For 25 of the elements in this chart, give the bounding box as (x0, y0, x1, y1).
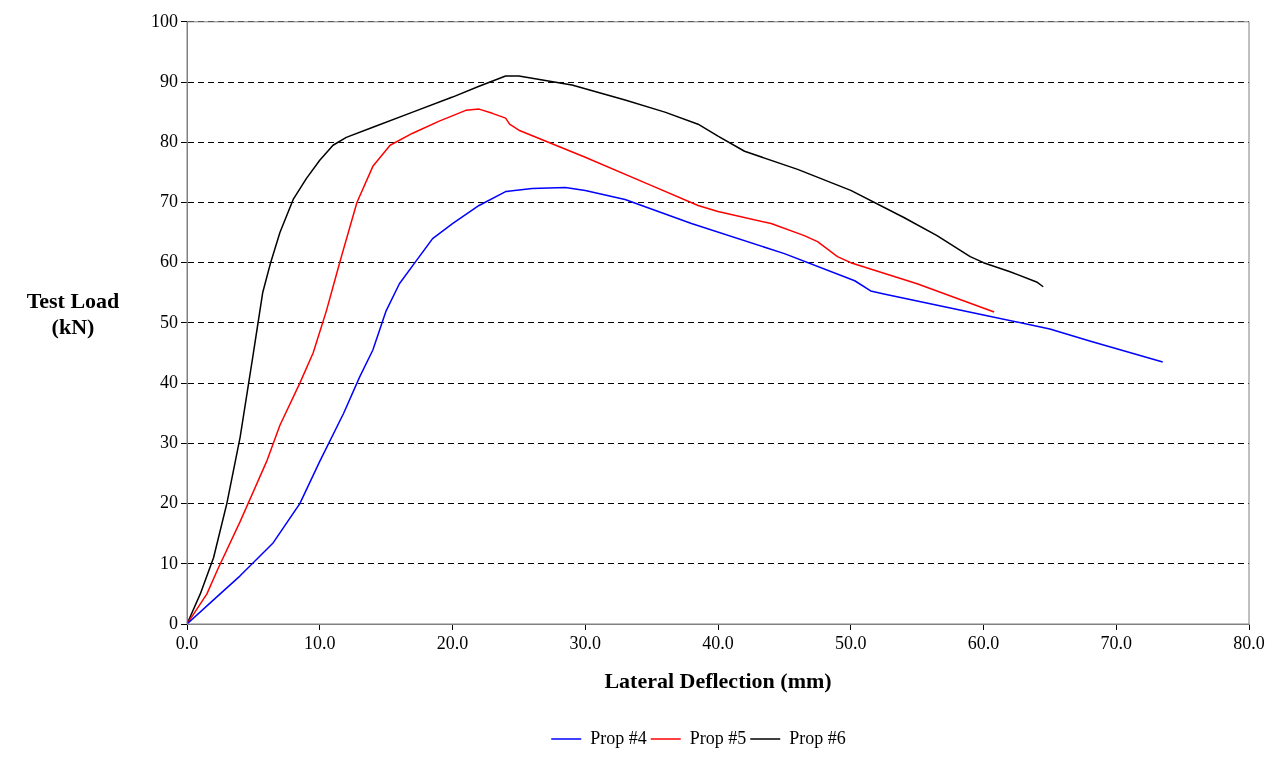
x-tick-label: 0.0 (175, 632, 199, 653)
y-tick-label: 30 (160, 432, 178, 453)
y-tick-label: 100 (151, 10, 178, 31)
x-tick-label: 20.0 (436, 632, 469, 653)
x-tick-label: 80.0 (1233, 632, 1265, 653)
legend-label: Prop #6 (789, 727, 846, 748)
y-tick-label: 0 (169, 612, 178, 633)
legend-label: Prop #5 (689, 727, 747, 748)
legend-label: Prop #4 (590, 727, 647, 748)
y-tick-label: 10 (160, 552, 178, 573)
y-tick-label: 40 (160, 371, 178, 392)
y-tick-label: 50 (160, 311, 178, 332)
y-tick-label: 20 (160, 492, 178, 513)
y-tick-label: 70 (160, 191, 178, 212)
x-tick-label: 40.0 (702, 632, 734, 653)
x-tick-label: 30.0 (569, 632, 601, 653)
y-tick-label: 80 (160, 130, 178, 151)
x-tick-label: 10.0 (304, 632, 336, 653)
y-axis-title: Test Load (kN) (25, 288, 121, 340)
x-tick-label: 70.0 (1100, 632, 1132, 653)
y-tick-label: 60 (160, 251, 178, 272)
x-tick-label: 50.0 (835, 632, 867, 653)
x-tick-label: 60.0 (967, 632, 1000, 653)
x-axis-title: Lateral Deflection (mm) (604, 668, 832, 694)
y-tick-label: 90 (160, 70, 178, 91)
